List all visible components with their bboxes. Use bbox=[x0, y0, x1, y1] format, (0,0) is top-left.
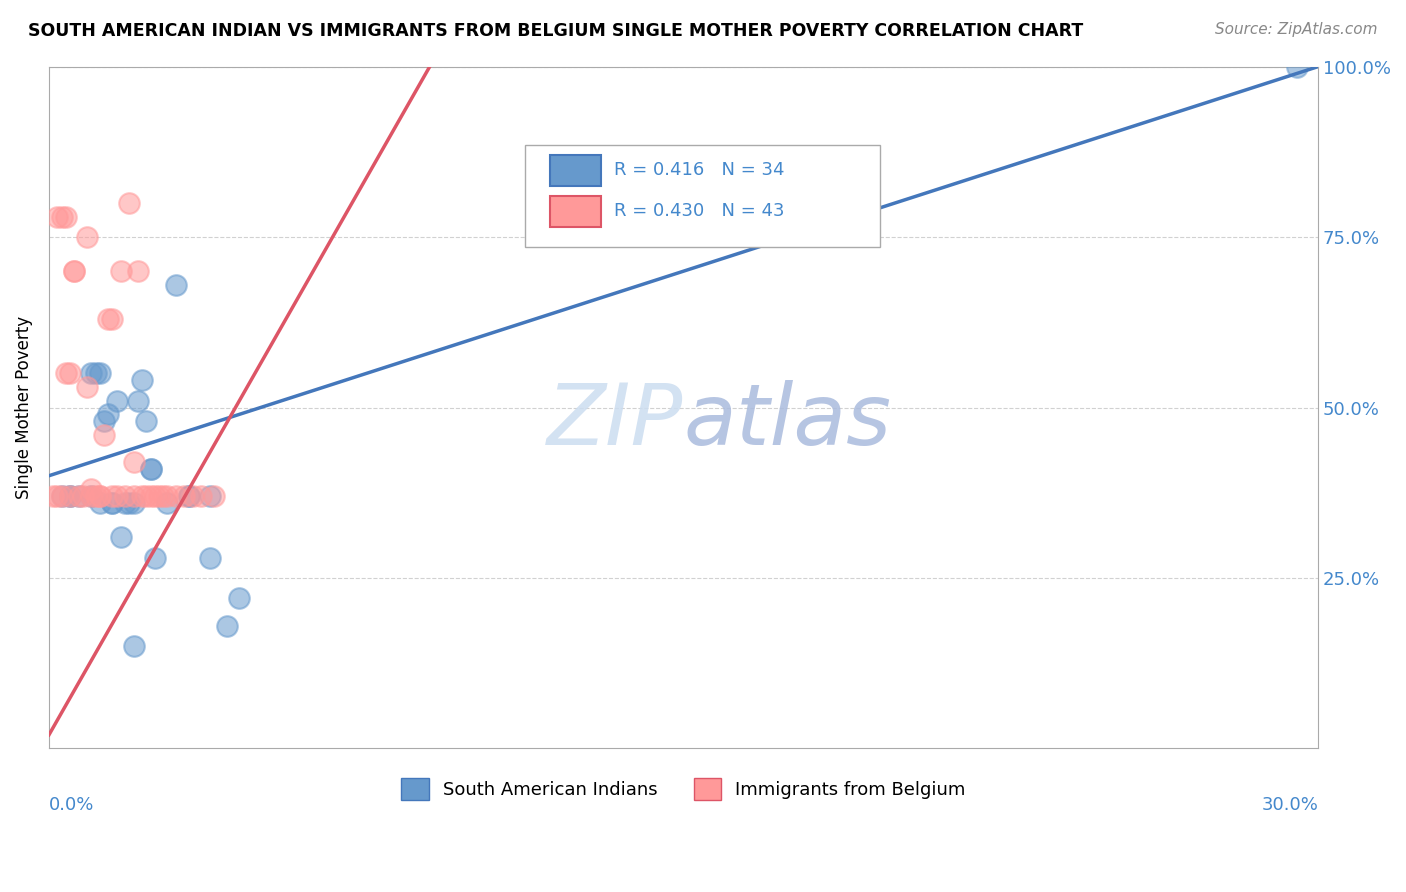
Point bbox=[190, 489, 212, 503]
Point bbox=[63, 264, 86, 278]
Point bbox=[114, 496, 136, 510]
Point bbox=[127, 264, 149, 278]
Point bbox=[80, 483, 103, 497]
Point bbox=[63, 264, 86, 278]
Point bbox=[76, 380, 98, 394]
Point bbox=[165, 277, 187, 292]
Point bbox=[84, 489, 107, 503]
Point bbox=[59, 367, 82, 381]
Point bbox=[181, 489, 204, 503]
Legend: South American Indians, Immigrants from Belgium: South American Indians, Immigrants from … bbox=[394, 772, 973, 807]
Point bbox=[228, 591, 250, 606]
FancyBboxPatch shape bbox=[550, 155, 600, 186]
Point bbox=[165, 489, 187, 503]
Point bbox=[42, 489, 65, 503]
Point bbox=[59, 489, 82, 503]
Point bbox=[131, 373, 153, 387]
Point bbox=[122, 455, 145, 469]
Text: R = 0.430   N = 43: R = 0.430 N = 43 bbox=[614, 202, 785, 220]
Y-axis label: Single Mother Poverty: Single Mother Poverty bbox=[15, 316, 32, 500]
Point bbox=[59, 489, 82, 503]
Point bbox=[177, 489, 200, 503]
Point bbox=[139, 462, 162, 476]
Point bbox=[148, 489, 170, 503]
Point bbox=[67, 489, 90, 503]
Point bbox=[55, 210, 77, 224]
Point bbox=[198, 550, 221, 565]
Point bbox=[80, 367, 103, 381]
Point bbox=[89, 489, 111, 503]
Point bbox=[198, 489, 221, 503]
Point bbox=[46, 489, 69, 503]
FancyBboxPatch shape bbox=[550, 196, 600, 227]
Point bbox=[173, 489, 195, 503]
Text: Source: ZipAtlas.com: Source: ZipAtlas.com bbox=[1215, 22, 1378, 37]
Point bbox=[110, 530, 132, 544]
Point bbox=[51, 489, 73, 503]
Point bbox=[55, 367, 77, 381]
Point bbox=[89, 489, 111, 503]
Text: 0.0%: 0.0% bbox=[49, 797, 94, 814]
Point bbox=[122, 489, 145, 503]
Text: atlas: atlas bbox=[683, 380, 891, 463]
Point bbox=[51, 489, 73, 503]
Point bbox=[1285, 60, 1308, 74]
Point bbox=[101, 496, 124, 510]
Point bbox=[202, 489, 225, 503]
Point bbox=[135, 489, 157, 503]
Point bbox=[101, 489, 124, 503]
Point bbox=[93, 414, 115, 428]
Point bbox=[89, 496, 111, 510]
Point bbox=[131, 489, 153, 503]
Point bbox=[122, 496, 145, 510]
Point bbox=[139, 489, 162, 503]
Point bbox=[215, 619, 238, 633]
Point bbox=[105, 489, 128, 503]
Point bbox=[139, 462, 162, 476]
Point bbox=[67, 489, 90, 503]
Point bbox=[135, 414, 157, 428]
Point bbox=[101, 312, 124, 326]
Point bbox=[72, 489, 94, 503]
Point bbox=[143, 489, 166, 503]
Point bbox=[76, 230, 98, 244]
Point bbox=[143, 550, 166, 565]
FancyBboxPatch shape bbox=[524, 145, 880, 247]
Point bbox=[122, 639, 145, 653]
Point bbox=[152, 489, 174, 503]
Point bbox=[97, 408, 120, 422]
Point bbox=[114, 489, 136, 503]
Point bbox=[84, 367, 107, 381]
Point bbox=[97, 312, 120, 326]
Point bbox=[110, 264, 132, 278]
Point bbox=[46, 210, 69, 224]
Point bbox=[156, 496, 179, 510]
Point bbox=[127, 393, 149, 408]
Point bbox=[101, 496, 124, 510]
Point bbox=[89, 367, 111, 381]
Point bbox=[118, 196, 141, 211]
Text: 30.0%: 30.0% bbox=[1261, 797, 1319, 814]
Text: SOUTH AMERICAN INDIAN VS IMMIGRANTS FROM BELGIUM SINGLE MOTHER POVERTY CORRELATI: SOUTH AMERICAN INDIAN VS IMMIGRANTS FROM… bbox=[28, 22, 1084, 40]
Point bbox=[177, 489, 200, 503]
Point bbox=[59, 489, 82, 503]
Text: R = 0.416   N = 34: R = 0.416 N = 34 bbox=[614, 161, 785, 179]
Point bbox=[105, 393, 128, 408]
Text: ZIP: ZIP bbox=[547, 380, 683, 463]
Point bbox=[93, 427, 115, 442]
Point bbox=[80, 489, 103, 503]
Point bbox=[156, 489, 179, 503]
Point bbox=[80, 489, 103, 503]
Point bbox=[51, 210, 73, 224]
Point bbox=[118, 496, 141, 510]
